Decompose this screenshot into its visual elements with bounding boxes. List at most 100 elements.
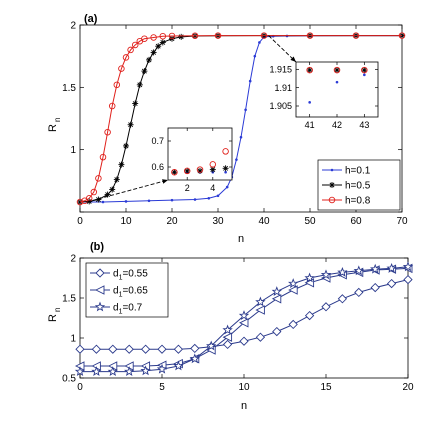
y-tick-label: 0.5: [62, 374, 76, 385]
marker-stroke: [114, 177, 120, 183]
data-point: [352, 32, 360, 39]
x-tick-label: 41: [305, 120, 315, 130]
marker-diamond: [321, 302, 331, 312]
data-point: [320, 269, 332, 280]
data-point: [75, 344, 85, 354]
marker-diamond: [403, 274, 413, 285]
marker-dot: [224, 170, 227, 174]
data-point: [288, 285, 298, 295]
data-point: [248, 79, 252, 83]
marker-diamond: [91, 344, 102, 354]
marker-circle: [183, 167, 191, 175]
marker-star: [386, 262, 397, 273]
marker-stroke: [184, 168, 190, 174]
marker-diamond: [157, 344, 167, 354]
marker-star: [402, 261, 414, 272]
marker-diamond: [222, 339, 233, 350]
data-point: [255, 296, 266, 307]
data-point: [122, 54, 130, 61]
marker-diamond: [95, 268, 105, 278]
marker-circle: [214, 32, 222, 39]
marker-circle: [352, 32, 360, 39]
marker-circle: [104, 128, 111, 136]
marker-circle: [108, 102, 116, 110]
panel-b: 0 5 10 15 200.511.52(b)nRnd1=0.55d1=0.65d1=0…: [47, 241, 414, 412]
marker-diamond: [108, 344, 118, 354]
x-tick-label: 0: [77, 382, 83, 393]
marker-star: [238, 310, 250, 321]
marker-diamond: [370, 282, 380, 293]
marker-star: [94, 301, 106, 312]
data-point: [222, 165, 229, 172]
y-axis-label-text: R: [47, 314, 59, 322]
legend-entry: d1=0.65: [113, 286, 148, 299]
data-point: [402, 261, 414, 272]
marker-dot: [147, 199, 151, 203]
marker-stroke: [155, 43, 161, 49]
marker-circle: [168, 32, 176, 40]
marker-dot: [253, 54, 257, 58]
marker-circle: [127, 46, 134, 54]
data-point: [74, 366, 86, 377]
data-point: [95, 175, 102, 182]
data-point: [288, 278, 299, 289]
zoom-arrow-head: [162, 179, 168, 184]
data-point: [171, 169, 178, 176]
data-point: [155, 43, 162, 50]
x-axis-label-a: n: [238, 233, 244, 245]
x-tick-label: 50: [304, 216, 316, 227]
x-axis-label-b: n: [241, 400, 247, 412]
data-point: [238, 310, 250, 321]
data-point: [206, 340, 217, 351]
legend-entry-base: d: [113, 286, 119, 297]
marker-star: [353, 265, 364, 276]
y-tick-label: 2: [70, 21, 76, 32]
data-point: [178, 33, 185, 40]
data-point: [118, 65, 125, 72]
series-d10.7: [74, 261, 414, 377]
data-point: [132, 100, 139, 107]
zoom-arrow: [86, 179, 169, 203]
data-point: [146, 56, 152, 63]
marker-dot: [235, 158, 238, 161]
legend-marker: [330, 168, 334, 172]
legend-marker: [329, 182, 335, 188]
x-tick-label: 42: [332, 120, 342, 130]
data-point: [224, 170, 227, 174]
y-tick-label: 1.91: [274, 83, 292, 93]
data-point: [337, 294, 348, 304]
data-point: [398, 32, 406, 39]
data-point: [76, 198, 84, 206]
data-point: [222, 148, 229, 155]
data-point: [101, 200, 105, 204]
x-tick-label: 10: [238, 382, 250, 393]
marker-dot: [308, 101, 311, 104]
data-point: [91, 344, 102, 354]
data-point: [141, 68, 148, 75]
marker-circle: [95, 175, 102, 182]
data-point: [136, 81, 143, 88]
legend-entry-value: =0.55: [122, 269, 148, 280]
marker-stroke: [210, 167, 216, 173]
marker-stroke: [146, 57, 152, 63]
legend-entry-sub: 1: [119, 275, 123, 282]
data-point: [255, 305, 265, 315]
x-tick-label: 2: [185, 183, 190, 193]
data-point: [304, 310, 315, 321]
marker-dot: [335, 80, 339, 84]
data-point: [238, 318, 249, 328]
x-tick-label: 0: [77, 216, 83, 227]
data-point: [361, 66, 368, 74]
marker-dot: [248, 79, 252, 83]
data-point: [222, 324, 233, 335]
data-point: [255, 332, 266, 342]
marker-star: [156, 363, 168, 374]
zoom-arrow-head: [290, 56, 296, 62]
x-tick-label: 30: [212, 216, 224, 227]
data-point: [222, 332, 233, 342]
data-point: [99, 153, 107, 161]
marker-diamond: [337, 294, 348, 304]
data-point: [271, 286, 282, 297]
